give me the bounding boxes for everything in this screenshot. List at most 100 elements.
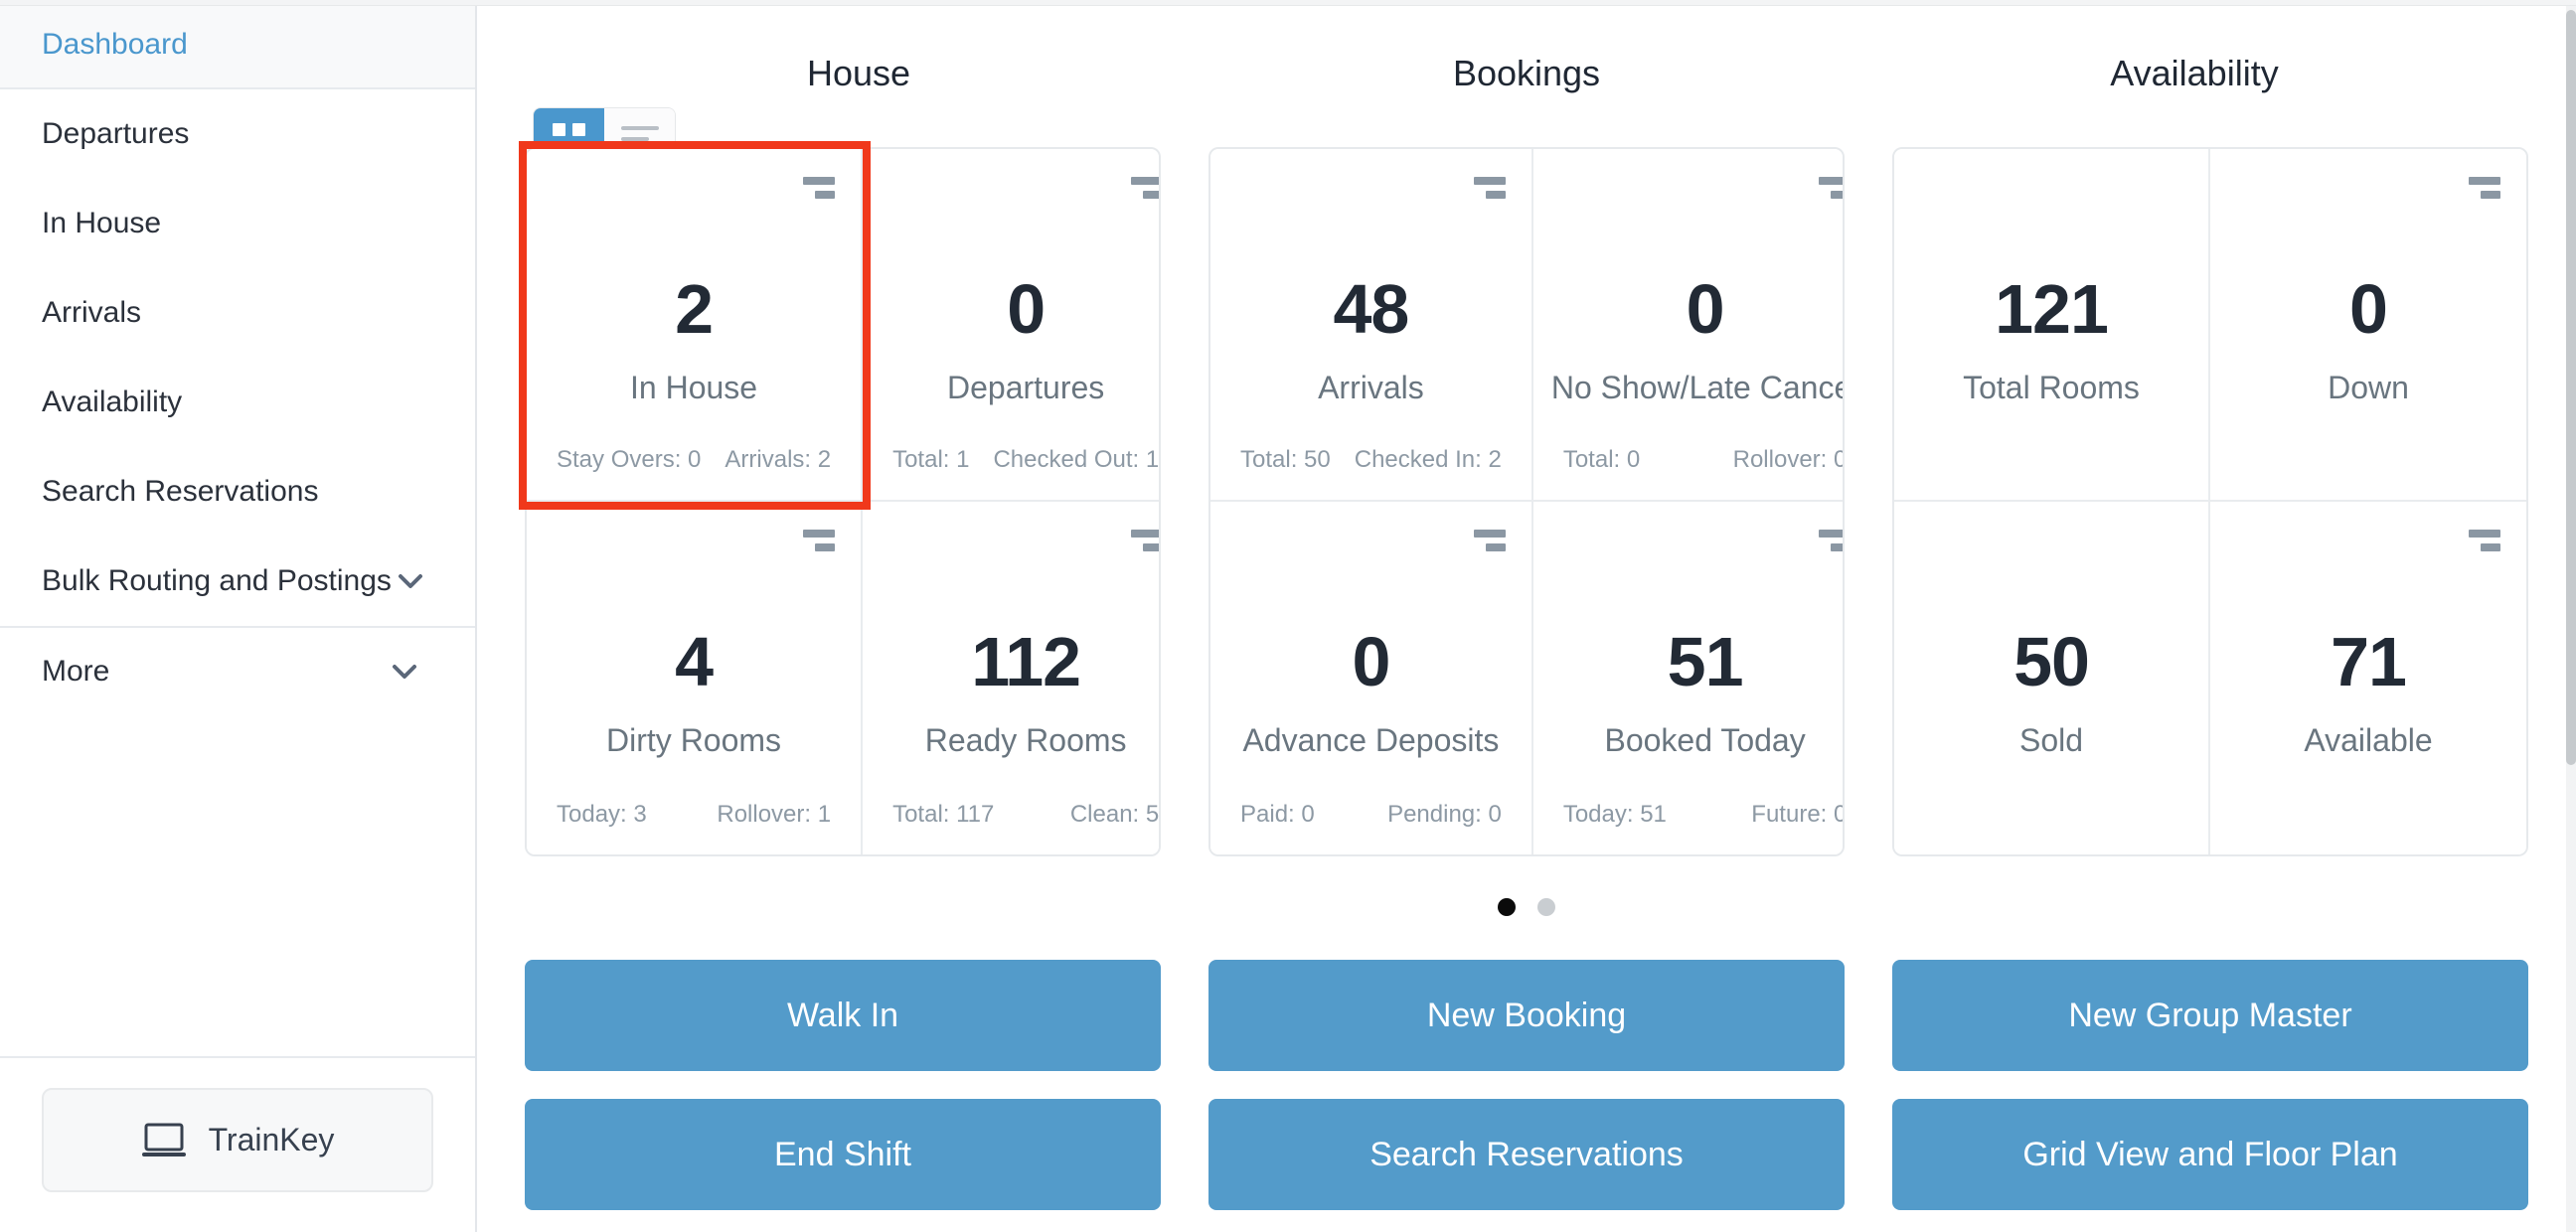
metric-tile[interactable]: 0 Departures Total: 1 Checked Out: 1 [863, 149, 1160, 502]
tile-label: Ready Rooms [924, 722, 1127, 758]
sidebar-item-in-house[interactable]: In House [0, 179, 475, 268]
sidebar-item-departures[interactable]: Departures [0, 89, 475, 179]
metric-tile[interactable]: 51 Booked Today Today: 51 Future: 0 [1532, 502, 1843, 854]
tile-substat: Total: 50 [1240, 446, 1331, 473]
tile-value: 71 [2331, 623, 2407, 700]
sidebar-item-availability[interactable]: Availability [0, 358, 475, 447]
sidebar-item-dashboard[interactable]: Dashboard [0, 0, 475, 89]
tile-substats: Total: 0 Rollover: 0 [1551, 446, 1845, 474]
action-button-new-booking[interactable]: New Booking [1208, 960, 1845, 1071]
pagination-dots [525, 898, 2528, 916]
metric-tile[interactable]: 121 Total Rooms [1894, 149, 2210, 502]
sidebar-item-bulk-routing-and-postings[interactable]: Bulk Routing and Postings [0, 537, 475, 626]
tile-label: Total Rooms [1963, 370, 2140, 405]
sidebar-item-label: More [42, 655, 110, 688]
action-button-walk-in[interactable]: Walk In [525, 960, 1161, 1071]
action-buttons: Walk In New Booking New Group Master End Sh… [525, 960, 2528, 1210]
sidebar-nav: Dashboard Departures In House Arrivals Avail… [0, 0, 475, 715]
tile-menu-icon[interactable] [2469, 177, 2500, 199]
metric-tile[interactable]: 112 Ready Rooms Total: 117 Clean: 5 [863, 502, 1159, 854]
tile-value: 50 [2013, 623, 2090, 700]
metric-tile[interactable]: 71 Available [2210, 502, 2526, 854]
tile-substat: Rollover: 0 [1732, 446, 1845, 473]
tile-substat: Today: 3 [557, 801, 647, 828]
tile-substats: Stay Overs: 0 Arrivals: 2 [545, 446, 843, 474]
sidebar-item-search-reservations[interactable]: Search Reservations [0, 447, 475, 537]
tile-label: Available [2304, 722, 2433, 758]
tile-menu-icon[interactable] [803, 177, 836, 199]
column-heading-label: House [806, 53, 911, 93]
tile-value: 0 [1686, 270, 1725, 348]
column-heading-bookings: Bookings [1193, 53, 1860, 94]
tile-menu-icon[interactable] [1819, 530, 1843, 551]
pagination-dot[interactable] [1537, 898, 1555, 916]
tile-value: 48 [1333, 270, 1409, 348]
tile-label: In House [630, 370, 758, 405]
tile-menu-icon[interactable] [1131, 530, 1159, 551]
main-content: House Bookings Availability 2 In House Sta… [477, 0, 2576, 1232]
chevron-down-icon[interactable] [386, 653, 423, 691]
tile-substat: Checked Out: 1 [993, 446, 1160, 473]
tile-menu-icon[interactable] [1473, 177, 1506, 199]
tile-value: 112 [971, 623, 1081, 700]
top-strip [0, 0, 2576, 6]
metric-tile[interactable]: 4 Dirty Rooms Today: 3 Rollover: 1 [527, 502, 864, 854]
action-button-search-reservations[interactable]: Search Reservations [1208, 1099, 1845, 1210]
tile-value: 4 [675, 623, 714, 700]
tile-substat: Paid: 0 [1240, 801, 1315, 828]
tile-label: Arrivals [1318, 370, 1424, 405]
metric-tile[interactable]: 0 No Show/Late Cancel Total: 0 Rollover: 0 [1532, 149, 1845, 502]
tile-group-house: 2 In House Stay Overs: 0 Arrivals: 2 0 Depart… [525, 147, 1161, 856]
tile-menu-icon[interactable] [1473, 530, 1506, 551]
page-scrollbar-thumb[interactable] [2566, 10, 2576, 765]
tile-substats: Today: 3 Rollover: 1 [545, 801, 843, 829]
action-button-new-group-master[interactable]: New Group Master [1892, 960, 2528, 1071]
metric-tile[interactable]: 2 In House Stay Overs: 0 Arrivals: 2 [527, 149, 864, 502]
metric-tile[interactable]: 0 Advance Deposits Paid: 0 Pending: 0 [1210, 502, 1533, 854]
tile-value: 0 [1007, 270, 1046, 348]
tile-substats: Total: 1 Checked Out: 1 [881, 446, 1160, 474]
tile-group-availability: 121 Total Rooms 0 Down 50 Sold 71 Available [1892, 147, 2528, 856]
sidebar-spacer [0, 715, 475, 1056]
metric-tile[interactable]: 50 Sold [1894, 502, 2210, 854]
tile-groups: 2 In House Stay Overs: 0 Arrivals: 2 0 Depart… [525, 147, 2528, 856]
tile-value: 0 [1352, 623, 1390, 700]
sidebar-item-label: Bulk Routing and Postings [42, 564, 392, 597]
tile-substats: Total: 117 Clean: 5 [881, 801, 1159, 829]
sidebar-item-label: Dashboard [42, 28, 188, 61]
sidebar-item-label: In House [42, 207, 162, 239]
chevron-down-icon[interactable] [392, 562, 429, 600]
tile-label: Dirty Rooms [606, 722, 782, 758]
tile-label: Down [2328, 370, 2409, 405]
tile-value: 51 [1667, 623, 1744, 700]
action-button-grid-view-and-floor-plan[interactable]: Grid View and Floor Plan [1892, 1099, 2528, 1210]
sidebar-footer: TrainKey [0, 1056, 475, 1232]
tile-menu-icon[interactable] [803, 530, 836, 551]
tile-substat: Pending: 0 [1387, 801, 1502, 828]
metric-tile[interactable]: 0 Down [2210, 149, 2526, 502]
tile-value: 2 [675, 270, 714, 348]
pagination-dot[interactable] [1498, 898, 1516, 916]
action-button-end-shift[interactable]: End Shift [525, 1099, 1161, 1210]
laptop-icon [141, 1121, 187, 1160]
trainkey-button[interactable]: TrainKey [42, 1088, 433, 1192]
tile-substat: Checked In: 2 [1354, 446, 1502, 473]
tile-value: 0 [2349, 270, 2388, 348]
column-heading-house: House [525, 53, 1193, 171]
tile-value: 121 [1995, 270, 2109, 348]
tile-substat: Rollover: 1 [717, 801, 832, 828]
tile-menu-icon[interactable] [1819, 177, 1843, 199]
column-headings-row: House Bookings Availability [525, 0, 2528, 171]
sidebar-item-more[interactable]: More [0, 626, 475, 715]
tile-menu-icon[interactable] [1131, 177, 1159, 199]
trainkey-label: TrainKey [208, 1122, 335, 1157]
tile-label: Booked Today [1604, 722, 1806, 758]
tile-label: Sold [2018, 722, 2084, 758]
sidebar-item-arrivals[interactable]: Arrivals [0, 268, 475, 358]
metric-tile[interactable]: 48 Arrivals Total: 50 Checked In: 2 [1210, 149, 1533, 502]
tile-menu-icon[interactable] [2469, 530, 2500, 551]
column-heading-label: Availability [2110, 53, 2279, 93]
sidebar-item-label: Arrivals [42, 296, 142, 329]
tile-substat: Today: 51 [1562, 801, 1667, 828]
